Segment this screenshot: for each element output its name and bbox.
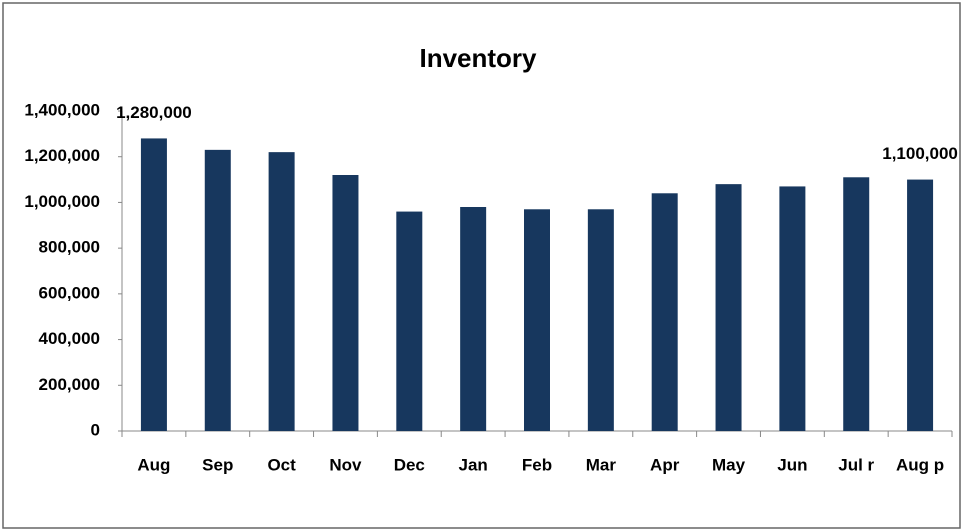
bar	[843, 177, 870, 431]
bar	[204, 149, 231, 431]
x-tick-label: Mar	[586, 455, 617, 474]
x-tick-label: Jan	[459, 455, 488, 474]
bar	[332, 175, 359, 431]
data-label: 1,280,000	[116, 103, 192, 122]
x-tick-label: May	[712, 455, 746, 474]
y-tick-label: 1,400,000	[24, 100, 100, 119]
x-tick-label: Apr	[650, 455, 680, 474]
bar	[460, 207, 487, 431]
y-tick-label: 1,000,000	[24, 192, 100, 211]
bar	[140, 138, 167, 431]
x-tick-label: Nov	[329, 455, 362, 474]
y-tick-label: 1,200,000	[24, 146, 100, 165]
y-tick-label: 200,000	[39, 375, 100, 394]
bar	[268, 152, 295, 431]
chart-title: Inventory	[419, 43, 537, 73]
y-tick-label: 600,000	[39, 283, 100, 302]
x-tick-label: Feb	[522, 455, 552, 474]
y-tick-label: 800,000	[39, 238, 100, 257]
bar	[651, 193, 678, 431]
x-tick-label: Oct	[267, 455, 296, 474]
x-tick-label: Sep	[202, 455, 233, 474]
y-tick-label: 0	[91, 420, 100, 439]
x-tick-label: Jun	[777, 455, 807, 474]
x-tick-label: Dec	[394, 455, 425, 474]
data-label: 1,100,000	[882, 144, 958, 163]
bar	[907, 179, 934, 431]
bar	[779, 186, 806, 431]
bar	[524, 209, 550, 431]
y-tick-label: 400,000	[39, 329, 100, 348]
bar	[396, 211, 423, 431]
x-tick-label: Aug	[137, 455, 170, 474]
x-tick-label: Jul r	[838, 455, 874, 474]
x-tick-label: Aug p	[896, 455, 944, 474]
bar	[587, 209, 614, 431]
bar	[715, 184, 742, 431]
